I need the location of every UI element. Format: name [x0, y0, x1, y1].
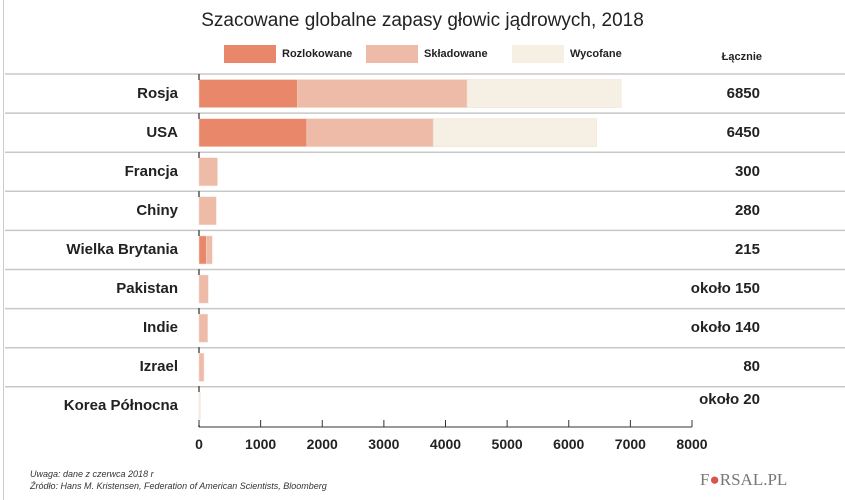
legend-label: Rozlokowane: [282, 48, 353, 60]
bar-0-0: [198, 79, 298, 108]
total-label: 80: [743, 358, 760, 376]
total-label: 300: [734, 162, 760, 180]
x-tick-label: 0: [195, 436, 203, 452]
bar-1-7: [198, 353, 205, 382]
total-label: 280: [734, 201, 760, 219]
bar-1-4: [206, 235, 213, 265]
category-label: Wielka Brytania: [66, 240, 178, 258]
legend-swatch: [366, 45, 418, 63]
bar-1-0: [297, 79, 468, 108]
total-label: około 150: [690, 280, 760, 298]
totals-header: Łącznie: [721, 51, 762, 63]
x-tick-label: 4000: [429, 436, 462, 452]
category-label: Izrael: [139, 358, 178, 376]
bar-1-2: [198, 157, 218, 186]
bar-0-1: [198, 118, 308, 147]
bar-1-3: [198, 196, 217, 226]
bar-1-1: [306, 118, 434, 147]
total-label: około 20: [699, 391, 760, 409]
source: Źródło: Hans M. Kristensen, Federation o…: [30, 481, 327, 491]
category-label: Rosja: [137, 84, 178, 102]
legend-label: Wycofane: [570, 48, 622, 60]
left-border: [3, 0, 4, 500]
x-tick-label: 1000: [245, 436, 277, 452]
bar-2-8: [198, 392, 201, 421]
total-label: 6450: [726, 123, 760, 141]
category-label: Pakistan: [116, 280, 178, 298]
forsal-logo: F●RSAL.PL: [700, 470, 788, 489]
category-label: Chiny: [136, 201, 178, 219]
category-label: USA: [146, 123, 178, 141]
total-label: około 140: [690, 319, 760, 337]
category-label: Francja: [124, 162, 178, 180]
x-tick-label: 2000: [306, 436, 338, 452]
x-tick-label: 8000: [676, 436, 708, 452]
bar-2-1: [432, 118, 597, 147]
bar-1-6: [198, 313, 208, 343]
category-label: Korea Północna: [63, 397, 178, 415]
bar-1-5: [198, 274, 209, 304]
note: Uwaga: dane z czerwca 2018 r: [30, 469, 154, 479]
legend-label: Składowane: [424, 48, 488, 60]
chart-title: Szacowane globalne zapasy głowic jądrowy…: [201, 10, 644, 31]
x-tick-label: 5000: [491, 436, 523, 452]
legend-swatch: [512, 45, 564, 63]
x-tick-label: 7000: [614, 436, 646, 452]
total-label: 6850: [726, 84, 760, 102]
total-label: 215: [734, 240, 760, 258]
x-tick-label: 3000: [368, 436, 400, 452]
bar-0-4: [198, 235, 207, 265]
bar-2-0: [466, 79, 622, 108]
x-tick-label: 6000: [553, 436, 585, 452]
legend-stored: Składowane: [366, 45, 488, 63]
legend-retired: Wycofane: [512, 45, 622, 63]
legend-swatch: [224, 45, 276, 63]
category-label: Indie: [142, 319, 178, 337]
legend-deployed: Rozlokowane: [224, 45, 353, 63]
